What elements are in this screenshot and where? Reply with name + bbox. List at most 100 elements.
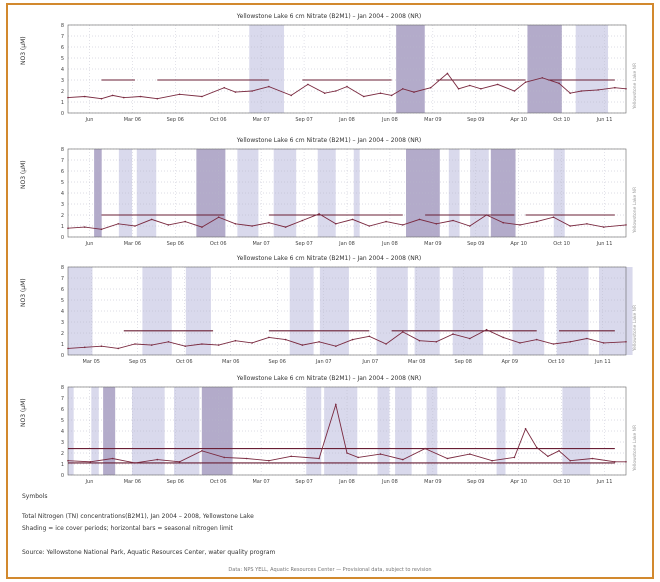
- series-point-2-0-11: [251, 225, 253, 227]
- series-point-3-0-23: [452, 333, 454, 335]
- series-point-1-0-24: [446, 72, 449, 75]
- series-point-4-0-19: [468, 453, 471, 455]
- shade-band-2-4: [237, 149, 259, 237]
- shade-band-1-3: [575, 25, 609, 113]
- right-axis-label-1: Yellowstone Lake NR: [632, 63, 638, 110]
- series-point-4-0-25: [558, 450, 560, 452]
- x-tick-label-2-7: Jun 08: [381, 241, 398, 247]
- y-tick-label-2-2: 2: [61, 213, 64, 219]
- chart-title-1: Yellowstone Lake 6 cm Nitrate (B2M1) – J…: [236, 13, 422, 20]
- series-point-2-0-21: [418, 218, 421, 221]
- series-point-4-0-2: [111, 457, 114, 460]
- series-point-3-0-3: [117, 347, 120, 350]
- y-tick-label-4-6: 6: [61, 407, 64, 413]
- y-tick-label-3-7: 7: [61, 276, 64, 282]
- series-point-3-0-32: [602, 342, 605, 344]
- shade-band-2-12: [553, 149, 565, 237]
- chart-title-3: Yellowstone Lake 6 cm Nitrate (B2M1) – J…: [236, 255, 422, 262]
- chart-svg-4: 0 1 2 3 4 5 6 7 8 Jun Mar 06 Sep 06 Oct 06 Mar 07 Sep …: [61, 385, 638, 485]
- series-point-3-0-21: [418, 339, 421, 342]
- shade-band-4-11: [496, 387, 506, 475]
- series-point-3-0-8: [201, 343, 203, 345]
- series-point-4-0-18: [446, 457, 449, 460]
- y-tick-label-2-0: 0: [61, 235, 64, 241]
- x-tick-label-2-2: Sep 06: [167, 241, 184, 247]
- series-point-3-0-18: [368, 335, 371, 338]
- y-tick-label-2-4: 4: [61, 191, 64, 197]
- shade-band-3-1: [142, 267, 172, 355]
- y-tick-label-1-1: 1: [61, 100, 64, 106]
- series-point-4-0-11: [318, 457, 320, 460]
- y-tick-label-3-4: 4: [61, 309, 64, 315]
- series-point-1-0-22: [413, 91, 415, 93]
- footer-line-3: Source: Yellowstone National Park, Aquat…: [22, 549, 276, 556]
- series-point-1-0-35: [597, 89, 599, 91]
- series-point-1-0-18: [362, 95, 365, 98]
- x-tick-label-3-8: Sep 08: [455, 359, 472, 365]
- y-axis-label-1: NO3 (µM): [20, 36, 27, 65]
- x-tick-label-1-4: Mar 07: [252, 117, 269, 123]
- series-point-2-0-26: [502, 221, 505, 224]
- series-point-3-0-5: [150, 344, 153, 346]
- series-point-2-0-5: [150, 218, 153, 221]
- series-point-3-0-11: [251, 342, 253, 344]
- right-axis-label-4: Yellowstone Lake NR: [632, 425, 638, 472]
- series-point-2-0-29: [552, 216, 555, 218]
- series-point-1-0-25: [457, 88, 460, 90]
- series-point-4-0-27: [591, 457, 594, 460]
- series-point-1-0-0: [67, 96, 69, 99]
- shade-band-2-0: [94, 149, 102, 237]
- series-point-3-0-13: [284, 338, 287, 341]
- x-tick-label-2-6: Jan 08: [338, 241, 355, 247]
- y-tick-label-1-4: 4: [61, 67, 64, 73]
- series-point-3-0-6: [167, 341, 170, 343]
- x-tick-label-3-0: Mar 05: [83, 359, 100, 365]
- series-point-4-0-17: [424, 447, 426, 450]
- shade-band-4-2: [103, 387, 116, 475]
- series-line-1-0: [67, 72, 627, 100]
- series-point-4-0-20: [491, 459, 493, 462]
- shade-band-3-3: [289, 267, 314, 355]
- series-point-4-0-16: [402, 458, 404, 461]
- series-point-4-0-0: [67, 459, 69, 462]
- series-point-3-0-9: [217, 344, 220, 346]
- x-tick-label-2-11: Oct 10: [553, 241, 570, 247]
- series-point-1-0-15: [323, 92, 326, 94]
- y-tick-label-2-7: 7: [61, 158, 64, 164]
- x-tick-label-4-10: Apr 10: [510, 479, 527, 485]
- series-point-1-0-30: [524, 81, 527, 83]
- y-tick-label-2-5: 5: [61, 180, 64, 186]
- series-point-2-0-3: [117, 223, 120, 225]
- series-point-2-0-7: [184, 220, 186, 223]
- series-point-3-0-28: [535, 338, 538, 341]
- chart-panel-3: 0 1 2 3 4 5 6 7 8 Mar 05 Sep 05 Oct 06 Mar 06 Sep 06 J…: [18, 255, 640, 373]
- shade-band-4-4: [174, 387, 200, 475]
- series-point-4-0-12: [335, 403, 337, 406]
- x-tick-label-4-7: Jun 08: [381, 479, 398, 485]
- x-tick-label-1-0: Jun: [85, 117, 94, 123]
- x-tick-label-3-5: Jan 07: [315, 359, 332, 365]
- series-point-3-0-15: [318, 341, 320, 343]
- plot-frame-4: [67, 386, 627, 476]
- series-point-1-0-27: [480, 88, 482, 90]
- series-point-3-0-12: [268, 336, 270, 339]
- series-point-4-0-3: [134, 462, 136, 464]
- x-tick-label-4-0: Jun: [85, 479, 94, 485]
- chart-svg-1: 0 1 2 3 4 5 6 7 8 Jun Mar 06 Sep 06 Oct 06 Mar 07 Sep …: [61, 23, 638, 123]
- y-tick-label-1-6: 6: [61, 45, 64, 51]
- series-point-1-0-31: [541, 77, 544, 79]
- series-point-4-0-23: [535, 446, 538, 449]
- x-tick-label-2-4: Mar 07: [252, 241, 269, 247]
- y-tick-label-1-2: 2: [61, 89, 64, 95]
- plot-frame-3: [67, 266, 627, 356]
- series-point-3-0-25: [485, 328, 488, 331]
- x-tick-label-1-5: Sep 07: [295, 117, 312, 123]
- series-point-4-0-9: [268, 459, 270, 462]
- series-point-4-0-28: [614, 461, 616, 463]
- series-point-1-0-32: [558, 82, 560, 85]
- shade-band-3-10: [599, 267, 633, 355]
- x-tick-label-3-6: Jun 07: [361, 359, 378, 365]
- series-point-2-0-16: [335, 223, 337, 225]
- x-tick-label-1-11: Oct 10: [553, 117, 570, 123]
- series-point-2-0-1: [83, 226, 86, 228]
